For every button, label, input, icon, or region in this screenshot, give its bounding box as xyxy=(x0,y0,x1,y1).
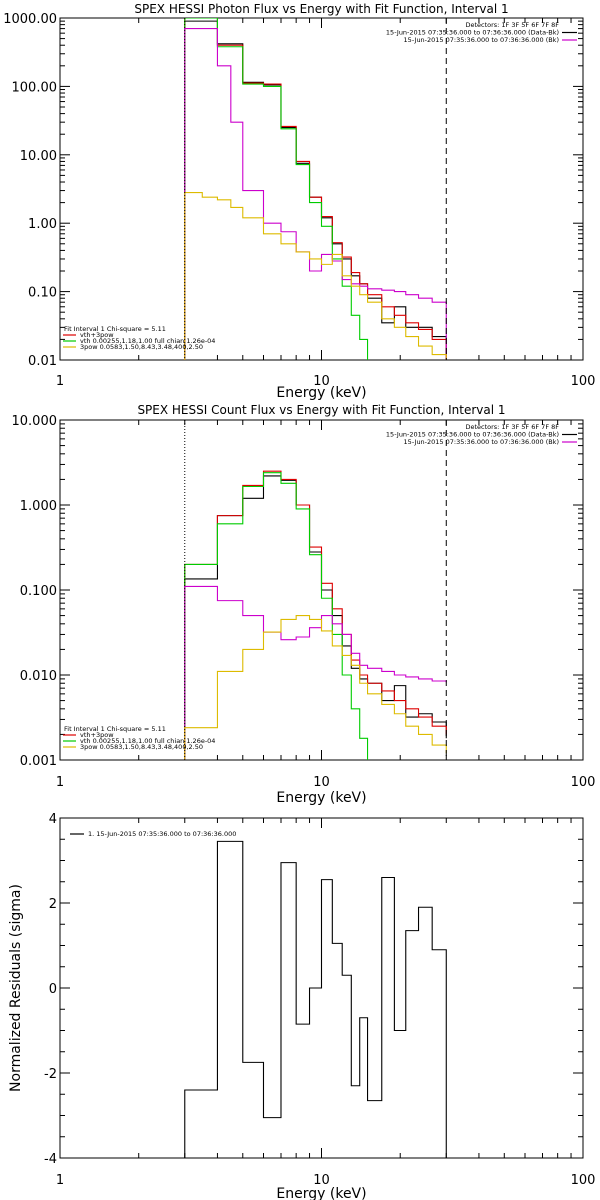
y-tick-label: 100.00 xyxy=(12,80,58,95)
y-tick-label: -2 xyxy=(44,1067,57,1082)
series-line-1 xyxy=(184,470,447,760)
legend-text-top-right: Detectors: 1F 3F 5F 6F 7F 8F xyxy=(465,423,559,431)
y-tick-label: 0.001 xyxy=(20,754,57,769)
y-tick-label: 4 xyxy=(49,812,57,827)
legend-text-bottom-left: vth+3pow xyxy=(80,331,114,339)
legend-text-top-right: 15-Jun-2015 07:35:36.000 to 07:36:36.000… xyxy=(386,29,559,37)
y-tick-label: 0.010 xyxy=(20,669,57,684)
y-axis-label: Normalized Residuals (sigma) xyxy=(8,884,24,1092)
y-tick-label: 0.100 xyxy=(20,584,57,599)
series-group xyxy=(184,18,447,360)
x-axis-label: Energy (keV) xyxy=(276,385,366,401)
y-tick-label: -4 xyxy=(44,1152,57,1167)
chart-title: SPEX HESSI Photon Flux vs Energy with Fi… xyxy=(134,2,508,16)
series-line-2 xyxy=(184,18,369,360)
legend-text-bottom-left: 3pow 0.0583,1.50,8.43,3.48,400,2.50 xyxy=(80,743,203,751)
legend-text-top-right: 15-Jun-2015 07:35:36.000 to 07:36:36.000… xyxy=(404,36,559,44)
legend-text-bottom-left: vth 0.00255,1.18,1.00 full chian 1.26e-0… xyxy=(80,737,215,745)
x-tick-label: 100 xyxy=(571,1173,596,1188)
y-tick-label: 1000.00 xyxy=(3,12,57,27)
x-axis-label: Energy (keV) xyxy=(276,1186,366,1200)
series-group xyxy=(184,470,447,760)
legend-text-bottom-left: vth+3pow xyxy=(80,731,114,739)
x-axis-label: Energy (keV) xyxy=(276,790,366,806)
legend-text-top-right: 15-Jun-2015 07:35:36.000 to 07:36:36.000… xyxy=(404,438,559,446)
y-tick-label: 10.00 xyxy=(20,149,57,164)
x-tick-label: 100 xyxy=(571,374,596,389)
legend-text-bottom-left: Fit Interval 1 Chi-square = 5.11 xyxy=(64,725,166,733)
y-tick-label: 2 xyxy=(49,897,57,912)
x-tick-label: 10 xyxy=(313,775,330,790)
series-line-3 xyxy=(184,28,447,360)
series-line-4 xyxy=(184,615,447,760)
series-line-0 xyxy=(184,20,447,360)
legend-text-top-right: Detectors: 1F 3F 5F 6F 7F 8F xyxy=(465,21,559,29)
legend-text-bottom-left: 3pow 0.0583,1.50,8.43,3.48,400,2.50 xyxy=(80,343,203,351)
plot-frame xyxy=(59,17,584,361)
legend-text-top-left: 1. 15-Jun-2015 07:35:36.000 to 07:36:36.… xyxy=(88,830,236,838)
series-line-0 xyxy=(184,840,447,1158)
y-tick-label: 0.10 xyxy=(28,286,57,301)
x-tick-label: 1 xyxy=(56,374,64,389)
x-tick-label: 100 xyxy=(571,775,596,790)
y-tick-label: 0.01 xyxy=(28,354,57,369)
series-group xyxy=(184,840,447,1158)
legend-text-top-right: 15-Jun-2015 07:35:36.000 to 07:36:36.000… xyxy=(386,431,559,439)
x-tick-label: 10 xyxy=(313,1173,330,1188)
y-tick-label: 10.000 xyxy=(12,414,58,429)
x-tick-label: 1 xyxy=(56,1173,64,1188)
legend-text-bottom-left: Fit Interval 1 Chi-square = 5.11 xyxy=(64,325,166,333)
x-tick-label: 10 xyxy=(313,374,330,389)
series-line-1 xyxy=(184,18,447,360)
series-line-3 xyxy=(184,585,447,760)
y-tick-label: 1.000 xyxy=(20,499,57,514)
series-line-4 xyxy=(184,192,447,360)
legend-text-bottom-left: vth 0.00255,1.18,1.00 full chian 1.26e-0… xyxy=(80,337,215,345)
x-tick-label: 1 xyxy=(56,775,64,790)
chart-title: SPEX HESSI Count Flux vs Energy with Fit… xyxy=(137,403,505,417)
y-tick-label: 1.00 xyxy=(28,217,57,232)
y-tick-label: 0 xyxy=(49,982,57,997)
